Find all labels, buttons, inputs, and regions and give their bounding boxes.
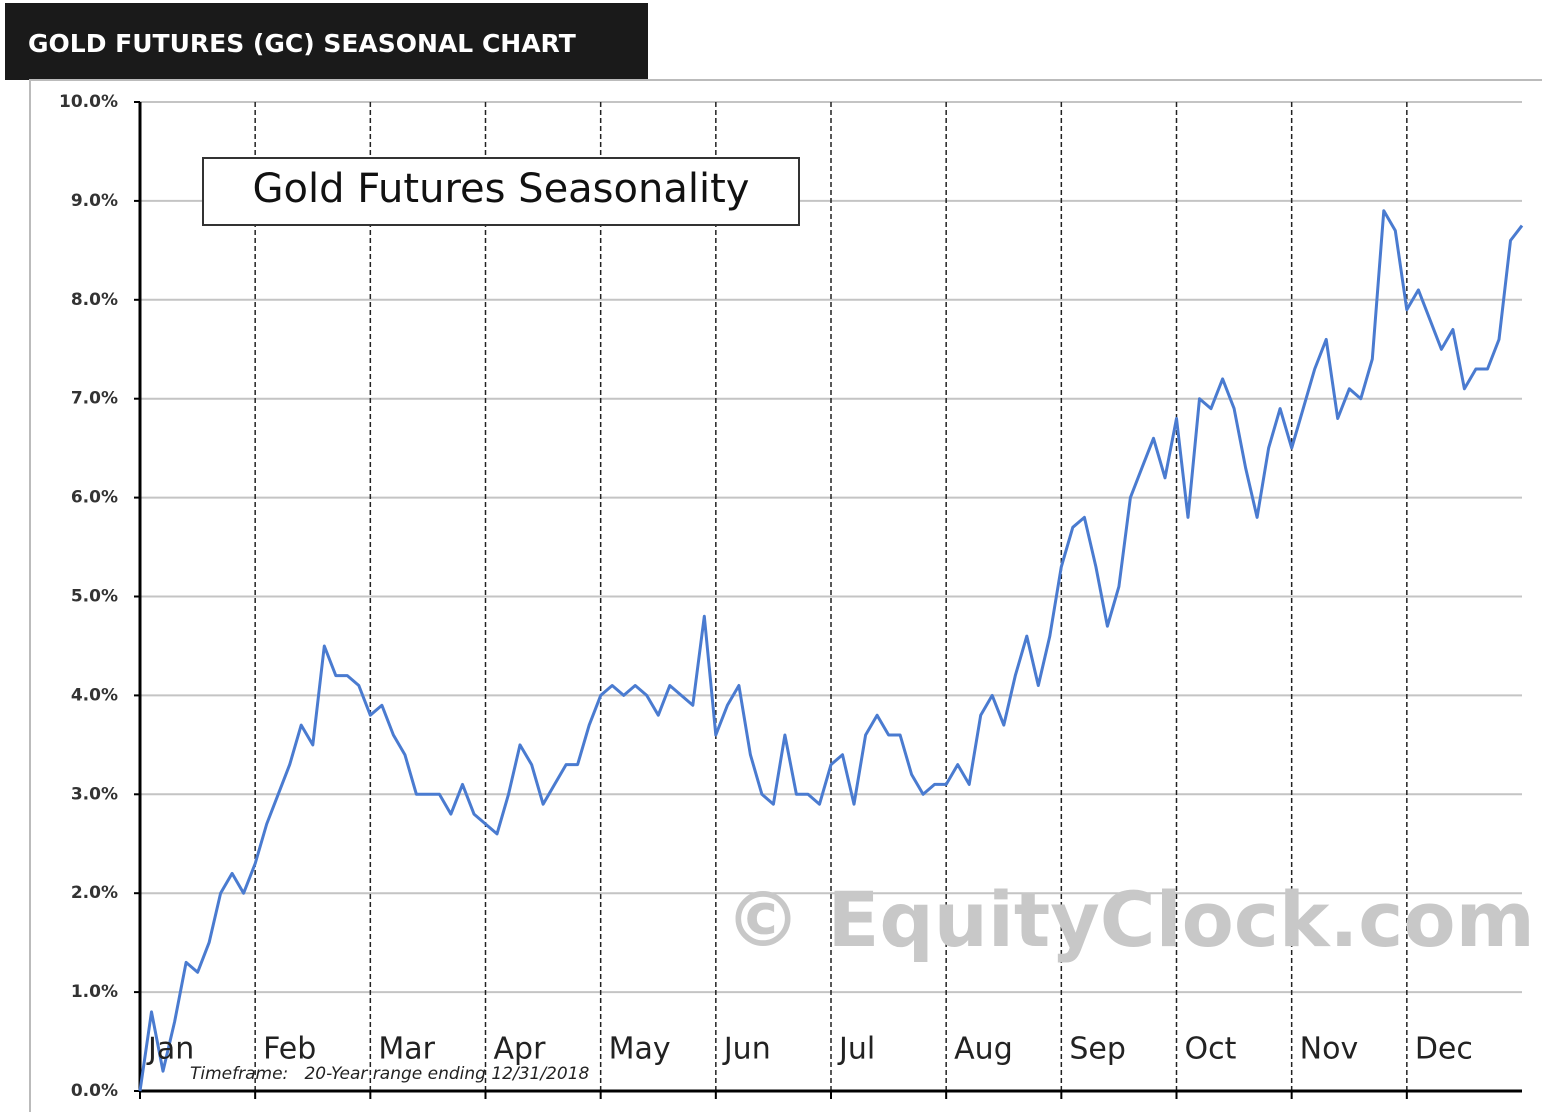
x-tick-label: May <box>609 1032 671 1067</box>
subtitle-box <box>202 157 800 226</box>
y-tick-label: 1.0% <box>71 982 118 1002</box>
chart-subtitle: Gold Futures Seasonality <box>253 166 750 212</box>
frame <box>29 79 1542 1112</box>
grid <box>134 101 1522 1099</box>
x-tick-label: Sep <box>1069 1032 1126 1067</box>
x-tick-label: Jun <box>722 1032 771 1067</box>
watermark: © EquityClock.com <box>725 875 1535 964</box>
y-tick-label: 8.0% <box>71 290 118 310</box>
y-tick-label: 6.0% <box>71 488 118 508</box>
x-tick-label: Mar <box>378 1032 435 1067</box>
plot <box>138 209 1524 1092</box>
x-tick-label: Nov <box>1300 1032 1359 1067</box>
y-tick-label: 0.0% <box>71 1081 118 1101</box>
header-bar <box>5 3 648 80</box>
y-tick-label: 3.0% <box>71 784 118 804</box>
y-tick-label: 7.0% <box>71 389 118 409</box>
y-tick-label: 10.0% <box>59 92 118 112</box>
x-tick-label: Oct <box>1185 1032 1237 1067</box>
y-tick-label: 4.0% <box>71 685 118 705</box>
x-tick-label: Feb <box>263 1032 316 1067</box>
y-tick-label: 5.0% <box>71 587 118 607</box>
footnote: Timeframe: 20-Year range ending 12/31/20… <box>190 1064 590 1084</box>
x-tick-label: Apr <box>494 1032 547 1067</box>
chart-title: GOLD FUTURES (GC) SEASONAL CHART <box>28 29 576 58</box>
x-tick-label: Dec <box>1415 1032 1473 1067</box>
series-line <box>138 209 1524 1092</box>
y-tick-label: 2.0% <box>71 883 118 903</box>
y-tick-label: 9.0% <box>71 191 118 211</box>
x-tick-label: Jul <box>837 1032 875 1067</box>
x-tick-label: Jan <box>146 1032 194 1067</box>
x-tick-label: Aug <box>954 1032 1013 1067</box>
